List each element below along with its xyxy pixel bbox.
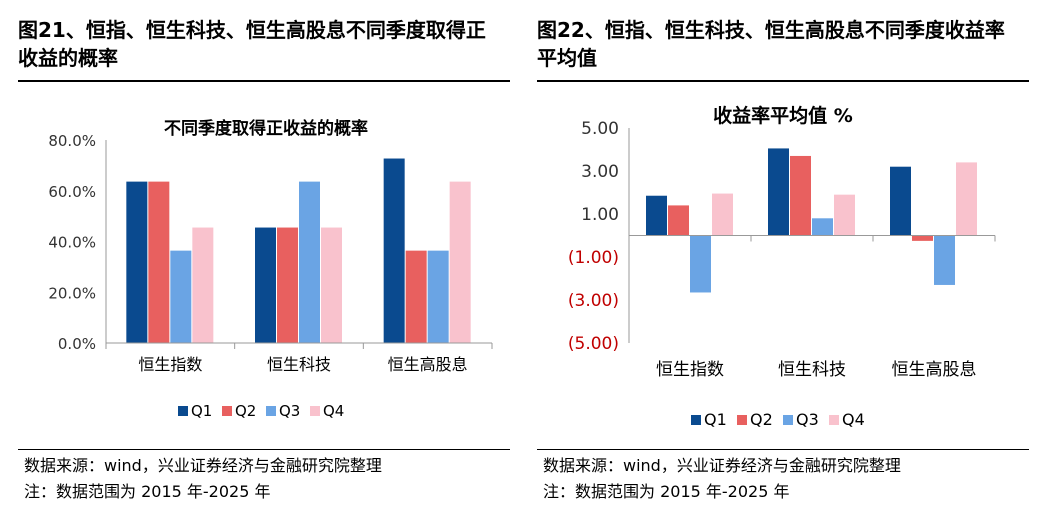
right-top-rule bbox=[537, 80, 1029, 82]
left-bar-chart: 不同季度取得正收益的概率 0.0% 20.0% 40.0% 60.0% 80.0% 恒生指数… bbox=[48, 118, 493, 420]
y-tick-label: 3.00 bbox=[581, 162, 619, 182]
y-tick-label: 40.0% bbox=[48, 234, 96, 252]
y-tick-label: 80.0% bbox=[48, 132, 96, 150]
legend-swatch-q2 bbox=[737, 415, 747, 425]
y-tick-label: 5.00 bbox=[581, 119, 619, 139]
bar-q3 bbox=[690, 235, 711, 293]
category-label: 恒生指数 bbox=[656, 360, 724, 380]
bar-q1 bbox=[255, 227, 276, 343]
y-tick-label: (5.00) bbox=[568, 334, 619, 354]
bar-q3 bbox=[299, 181, 320, 343]
right-bottom-rule bbox=[537, 449, 1029, 450]
bar-q2 bbox=[912, 235, 933, 241]
bar-q4 bbox=[321, 227, 342, 343]
bar-q2 bbox=[148, 181, 170, 343]
right-source-text: 数据来源：wind，兴业证券经济与金融研究院整理 bbox=[543, 456, 901, 475]
left-bottom-rule bbox=[18, 449, 510, 450]
y-tick-label: 1.00 bbox=[581, 205, 619, 225]
right-chart-panel: 图22、恒指、恒生科技、恒生高股息不同季度收益率平均值 收益率平均值 % 5.00… bbox=[537, 0, 1031, 509]
right-bar-chart: 收益率平均值 % 5.00 3.00 1.00 (1.00) (3.00) (5.00) 恒生… bbox=[568, 104, 996, 429]
bar-q4 bbox=[712, 193, 733, 236]
legend-swatch-q2 bbox=[222, 406, 232, 416]
bar-q3 bbox=[427, 250, 449, 343]
bar-q4 bbox=[834, 194, 855, 236]
legend-label-q4: Q4 bbox=[842, 410, 865, 429]
legend-label-q1: Q1 bbox=[191, 402, 212, 420]
y-tick-label: (1.00) bbox=[568, 248, 619, 268]
legend-label-q3: Q3 bbox=[279, 402, 300, 420]
bar-q1 bbox=[383, 158, 405, 343]
category-label: 恒生科技 bbox=[778, 360, 846, 380]
legend-swatch-q1 bbox=[691, 415, 701, 425]
bar-q3 bbox=[934, 235, 955, 285]
bar-q2 bbox=[790, 155, 811, 236]
legend-label-q4: Q4 bbox=[323, 402, 344, 420]
legend-swatch-q3 bbox=[266, 406, 276, 416]
chart-title: 收益率平均值 % bbox=[713, 104, 853, 127]
legend-swatch-q4 bbox=[310, 406, 320, 416]
y-tick-label: 20.0% bbox=[48, 284, 96, 302]
bar-q1 bbox=[126, 181, 148, 343]
left-chart-panel: 图21、恒指、恒生科技、恒生高股息不同季度取得正收益的概率 不同季度取得正收益的… bbox=[18, 0, 512, 509]
legend-label-q2: Q2 bbox=[750, 410, 773, 429]
y-tick-label: 0.0% bbox=[58, 335, 96, 353]
bar-q1 bbox=[890, 166, 911, 236]
legend-swatch-q3 bbox=[783, 415, 793, 425]
left-top-rule bbox=[18, 80, 510, 82]
bar-q2 bbox=[405, 250, 427, 343]
bar-q3 bbox=[170, 250, 192, 343]
bar-q3 bbox=[812, 218, 833, 236]
chart-title: 不同季度取得正收益的概率 bbox=[164, 118, 368, 139]
category-label: 恒生高股息 bbox=[388, 355, 468, 374]
bar-q4 bbox=[449, 181, 471, 343]
legend-swatch-q1 bbox=[178, 406, 188, 416]
bar-q4 bbox=[192, 227, 214, 343]
category-label: 恒生指数 bbox=[138, 355, 202, 374]
y-tick-label: (3.00) bbox=[568, 291, 619, 311]
bar-q1 bbox=[768, 148, 789, 236]
legend-label-q3: Q3 bbox=[796, 410, 819, 429]
left-source-text: 数据来源：wind，兴业证券经济与金融研究院整理 bbox=[24, 456, 382, 475]
category-label: 恒生科技 bbox=[267, 355, 331, 374]
bar-q2 bbox=[277, 227, 298, 343]
legend-label-q2: Q2 bbox=[235, 402, 256, 420]
left-note-text: 注：数据范围为 2015 年-2025 年 bbox=[24, 482, 271, 501]
y-tick-label: 60.0% bbox=[48, 183, 96, 201]
right-note-text: 注：数据范围为 2015 年-2025 年 bbox=[543, 482, 790, 501]
bar-q2 bbox=[668, 205, 689, 236]
legend-swatch-q4 bbox=[829, 415, 839, 425]
left-panel-title: 图21、恒指、恒生科技、恒生高股息不同季度取得正收益的概率 bbox=[18, 18, 486, 70]
legend-label-q1: Q1 bbox=[704, 410, 727, 429]
bar-q4 bbox=[956, 162, 977, 236]
category-label: 恒生高股息 bbox=[892, 360, 977, 380]
bar-q1 bbox=[646, 195, 667, 236]
right-panel-title: 图22、恒指、恒生科技、恒生高股息不同季度收益率平均值 bbox=[537, 18, 1005, 70]
